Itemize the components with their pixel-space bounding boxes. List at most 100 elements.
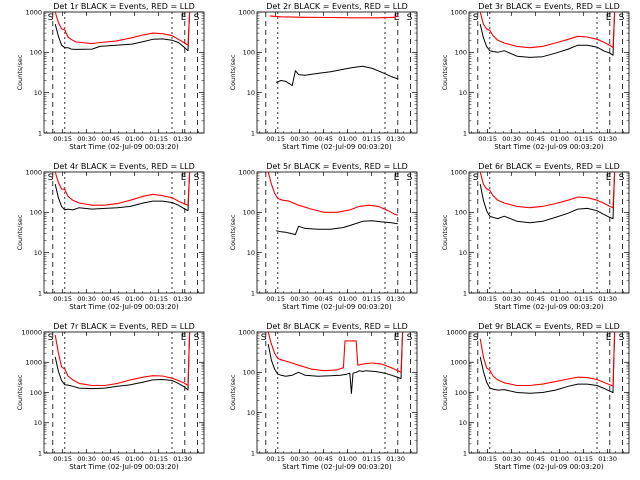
x-tick-label: 01:00 — [125, 295, 144, 303]
y-tick-label: 10 — [247, 249, 255, 257]
x-tick-label: 01:15 — [362, 455, 381, 463]
x-axis-label: Start Time (02-Jul-09 00:03:20) — [282, 303, 392, 311]
x-axis-label: Start Time (02-Jul-09 00:03:20) — [69, 303, 179, 311]
y-tick-label: 1 — [38, 129, 42, 137]
plot-frame — [43, 331, 205, 454]
x-tick-label: 00:15 — [266, 295, 285, 303]
chart-title: Det 9r BLACK = Events, RED = LLD — [478, 322, 620, 331]
time-marker-label: E — [606, 333, 612, 343]
x-axis-label: Start Time (02-Jul-09 00:03:20) — [69, 463, 179, 471]
x-tick-label: 01:30 — [598, 135, 617, 143]
y-tick-label: 10 — [459, 89, 467, 97]
x-tick-label: 00:15 — [53, 135, 72, 143]
plot-frame — [256, 331, 418, 454]
y-axis-label: Counts/sec — [16, 54, 24, 90]
time-marker-label: S — [48, 173, 54, 183]
chart-title: Det 6r BLACK = Events, RED = LLD — [478, 162, 620, 171]
time-marker-label: S — [619, 173, 625, 183]
series-line-events — [267, 331, 404, 394]
chart-panel-2: Det 2r BLACK = Events, RED = LLD 1 10 100 10… — [229, 2, 418, 151]
chart-title: Det 1r BLACK = Events, RED = LLD — [53, 2, 195, 11]
x-axis-label: Start Time (02-Jul-09 00:03:20) — [494, 143, 604, 151]
time-marker-label: E — [394, 333, 400, 343]
x-tick-label: 00:45 — [314, 135, 333, 143]
x-tick-label: 00:15 — [266, 455, 285, 463]
series-line-events — [54, 331, 191, 391]
y-tick-label: 100 — [243, 369, 255, 377]
x-tick-label: 00:15 — [478, 455, 497, 463]
time-marker-label: S — [473, 333, 479, 343]
y-axis-label: Counts/sec — [229, 374, 237, 410]
x-tick-label: 00:15 — [478, 135, 497, 143]
x-tick-label: 01:30 — [598, 295, 617, 303]
x-tick-label: 00:15 — [478, 295, 497, 303]
time-marker-label: S — [407, 13, 413, 23]
x-tick-label: 00:30 — [502, 455, 521, 463]
time-marker-label: E — [394, 13, 400, 23]
x-tick-label: 00:15 — [53, 455, 72, 463]
y-tick-label: 100 — [455, 209, 467, 217]
time-marker-label: S — [48, 13, 54, 23]
y-tick-label: 1000 — [450, 168, 467, 176]
y-tick-label: 1000 — [25, 359, 42, 367]
y-tick-label: 10 — [247, 89, 255, 97]
x-tick-label: 00:45 — [314, 295, 333, 303]
x-axis-label: Start Time (02-Jul-09 00:03:20) — [494, 463, 604, 471]
y-tick-label: 100 — [455, 49, 467, 57]
x-tick-label: 01:30 — [386, 295, 405, 303]
series-line-lld — [267, 171, 398, 216]
y-axis-label: Counts/sec — [441, 374, 449, 410]
series-line-events — [276, 65, 398, 87]
series-line-lld — [267, 331, 404, 373]
time-marker-label: S — [48, 333, 54, 343]
y-tick-label: 1000 — [238, 168, 255, 176]
plot-frame — [43, 171, 205, 294]
x-tick-label: 01:15 — [574, 135, 593, 143]
x-tick-label: 00:30 — [502, 295, 521, 303]
y-tick-label: 10 — [34, 249, 42, 257]
plot-frame — [256, 11, 418, 134]
x-tick-label: 01:30 — [173, 135, 192, 143]
y-tick-label: 10 — [34, 419, 42, 427]
x-tick-label: 01:00 — [550, 295, 569, 303]
y-axis-label: Counts/sec — [229, 54, 237, 90]
y-axis-label: Counts/sec — [441, 54, 449, 90]
x-tick-label: 01:00 — [550, 455, 569, 463]
chart-panel-1: Det 1r BLACK = Events, RED = LLD 1 10 100 10… — [16, 2, 205, 151]
x-tick-label: 01:00 — [125, 455, 144, 463]
chart-title: Det 4r BLACK = Events, RED = LLD — [53, 162, 195, 171]
chart-title: Det 8r BLACK = Events, RED = LLD — [266, 322, 408, 331]
x-tick-label: 01:00 — [125, 135, 144, 143]
series-line-events — [479, 11, 616, 58]
y-tick-label: 10000 — [446, 328, 467, 336]
y-tick-label: 1 — [463, 289, 467, 297]
chart-panel-7: Det 7r BLACK = Events, RED = LLD 1 10 100 10… — [16, 322, 205, 471]
plot-frame — [256, 171, 418, 294]
chart-panel-4: Det 4r BLACK = Events, RED = LLD 1 10 100 10… — [16, 162, 205, 311]
series-line-lld — [269, 15, 399, 19]
y-tick-label: 100 — [243, 49, 255, 57]
x-axis-label: Start Time (02-Jul-09 00:03:20) — [494, 303, 604, 311]
chart-panel-8: Det 8r BLACK = Events, RED = LLD 1 10 100 10… — [229, 322, 418, 471]
time-marker-label: S — [473, 173, 479, 183]
x-tick-label: 00:30 — [290, 455, 309, 463]
y-tick-label: 1 — [251, 289, 255, 297]
y-tick-label: 10 — [247, 409, 255, 417]
time-marker-label: S — [261, 333, 267, 343]
series-line-lld — [479, 331, 616, 387]
time-marker-label: E — [181, 173, 187, 183]
x-tick-label: 01:00 — [338, 135, 357, 143]
x-tick-label: 01:15 — [149, 295, 168, 303]
x-axis-label: Start Time (02-Jul-09 00:03:20) — [282, 143, 392, 151]
series-line-lld — [54, 11, 191, 46]
y-tick-label: 10 — [459, 249, 467, 257]
x-tick-label: 01:15 — [362, 295, 381, 303]
y-tick-label: 1 — [463, 449, 467, 457]
time-marker-label: S — [473, 13, 479, 23]
time-marker-label: S — [194, 13, 200, 23]
chart-panel-6: Det 6r BLACK = Events, RED = LLD 1 10 100 10… — [441, 162, 630, 311]
chart-title: Det 3r BLACK = Events, RED = LLD — [478, 2, 620, 11]
y-axis-label: Counts/sec — [441, 214, 449, 250]
y-tick-label: 1000 — [25, 168, 42, 176]
